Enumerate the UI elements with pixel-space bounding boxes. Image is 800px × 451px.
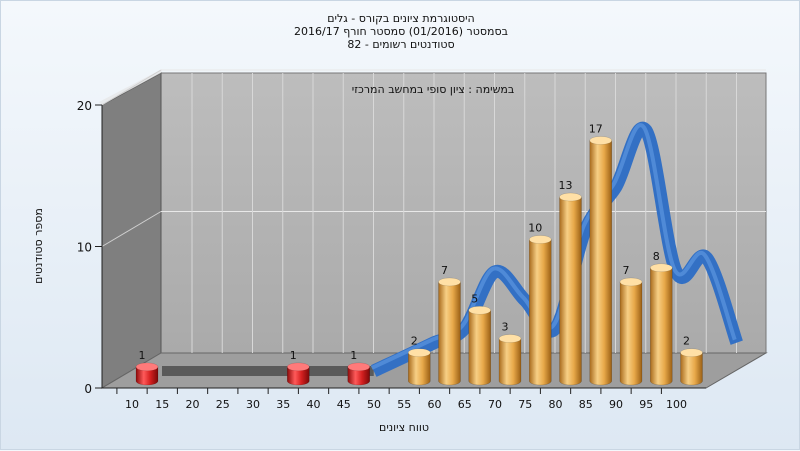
- data-label-45: 1: [350, 349, 357, 362]
- y-axis: 0 10 20: [77, 99, 103, 396]
- bar-85: [589, 136, 612, 386]
- data-label-60: 7: [441, 264, 448, 277]
- bar-body: [619, 281, 643, 386]
- chart-title-line-3: 82 - סטודנטים רשומים: [347, 38, 455, 51]
- x-tick-label: 15: [155, 398, 169, 411]
- x-axis: 10 15 20 25 30 35 40 45 50 55 60 65 70 75 80 85 90 95 100: [102, 387, 706, 411]
- bar-body: [468, 310, 491, 386]
- bar-cap: [559, 192, 582, 202]
- bar-95: [650, 263, 673, 386]
- bar-cap: [135, 362, 159, 372]
- x-tick-label: 95: [639, 398, 653, 411]
- y-tick-label: 20: [77, 99, 92, 113]
- y-axis-label: מספר סטודנטים: [32, 208, 45, 284]
- bar-cap: [438, 277, 461, 287]
- chart-back-wall: [160, 72, 767, 354]
- x-tick-label: 100: [666, 398, 687, 411]
- bar-cap: [408, 348, 431, 357]
- bar-cap: [498, 334, 522, 343]
- bar-body: [589, 140, 612, 386]
- bar-cap: [529, 235, 552, 244]
- bar-body: [287, 366, 310, 386]
- x-tick-label: 60: [428, 398, 442, 411]
- bar-body: [559, 196, 582, 386]
- chart-title-line-2: בסמסטר (01/2016) סמסטר חורף 2016/17: [294, 25, 508, 38]
- y-tick-label: 10: [77, 241, 92, 255]
- bar-70: [498, 334, 522, 386]
- bar-cap: [619, 277, 643, 287]
- x-axis-label: טווח ציונים: [379, 421, 429, 434]
- bar-cap: [468, 306, 491, 315]
- data-labels: 1 1 1 2 7 5 3 10 13 17 7 8 2: [139, 122, 691, 361]
- x-tick-label: 25: [216, 398, 230, 411]
- bar-cap: [347, 362, 370, 372]
- grid-lines: [101, 69, 766, 353]
- x-tick-label: 65: [458, 398, 472, 411]
- x-tick-label: 70: [488, 398, 502, 411]
- data-label-95: 8: [653, 250, 660, 263]
- x-tick-label: 75: [518, 398, 532, 411]
- x-tick-label: 10: [125, 398, 139, 411]
- bar-body: [408, 352, 431, 386]
- data-label-75: 10: [528, 222, 542, 235]
- data-label-80: 13: [559, 179, 573, 192]
- chart-title-line-1: היסטוגרמת ציונים בקורס - גלים: [327, 12, 475, 25]
- bar-body: [347, 366, 370, 386]
- x-tick-label: 45: [337, 398, 351, 411]
- bars: [135, 136, 703, 386]
- x-tick-label: 50: [367, 398, 381, 411]
- bar-80: [559, 192, 582, 386]
- x-tick-label: 90: [609, 398, 623, 411]
- data-label-65: 5: [471, 292, 478, 305]
- data-label-85: 17: [589, 122, 603, 135]
- bar-body: [529, 239, 552, 386]
- x-tick-label: 40: [307, 398, 321, 411]
- x-tick-label: 20: [186, 398, 200, 411]
- bar-60: [438, 277, 461, 386]
- y-tick-label: 0: [84, 382, 92, 396]
- bar-body: [135, 366, 159, 386]
- data-label-10: 1: [139, 349, 146, 362]
- bar-cap: [680, 348, 703, 357]
- chart-wall-top-edge: [99, 69, 162, 105]
- x-tick-label: 85: [579, 398, 593, 411]
- bar-body: [650, 267, 673, 386]
- grid-line-side: [101, 211, 162, 247]
- bar-body: [680, 352, 703, 386]
- x-tick-label: 55: [397, 398, 411, 411]
- x-tick-label: 30: [246, 398, 260, 411]
- bar-65: [468, 306, 491, 386]
- bar-cap: [589, 136, 612, 145]
- bar-75: [529, 235, 552, 386]
- grid-line-side: [101, 69, 162, 106]
- data-label-55: 2: [411, 335, 418, 348]
- chart-side-wall: [101, 72, 162, 389]
- data-label-90: 7: [623, 264, 630, 277]
- chart-annotation: במשימה : ציון סופי במחשב המרכזי: [352, 83, 515, 96]
- bar-35: [287, 362, 310, 386]
- bar-body: [498, 338, 522, 386]
- x-tick-label: 80: [549, 398, 563, 411]
- bar-body: [438, 281, 461, 386]
- bar-90: [619, 277, 643, 386]
- data-label-70: 3: [502, 321, 509, 334]
- bar-55: [408, 348, 431, 386]
- data-label-35: 1: [290, 349, 297, 362]
- bar-cap: [287, 362, 310, 372]
- x-tick-label: 35: [276, 398, 290, 411]
- data-label-100: 2: [683, 335, 690, 348]
- bar-100: [680, 348, 703, 386]
- bar-45: [347, 362, 370, 386]
- bar-cap: [650, 263, 673, 273]
- bar-10: [135, 362, 159, 386]
